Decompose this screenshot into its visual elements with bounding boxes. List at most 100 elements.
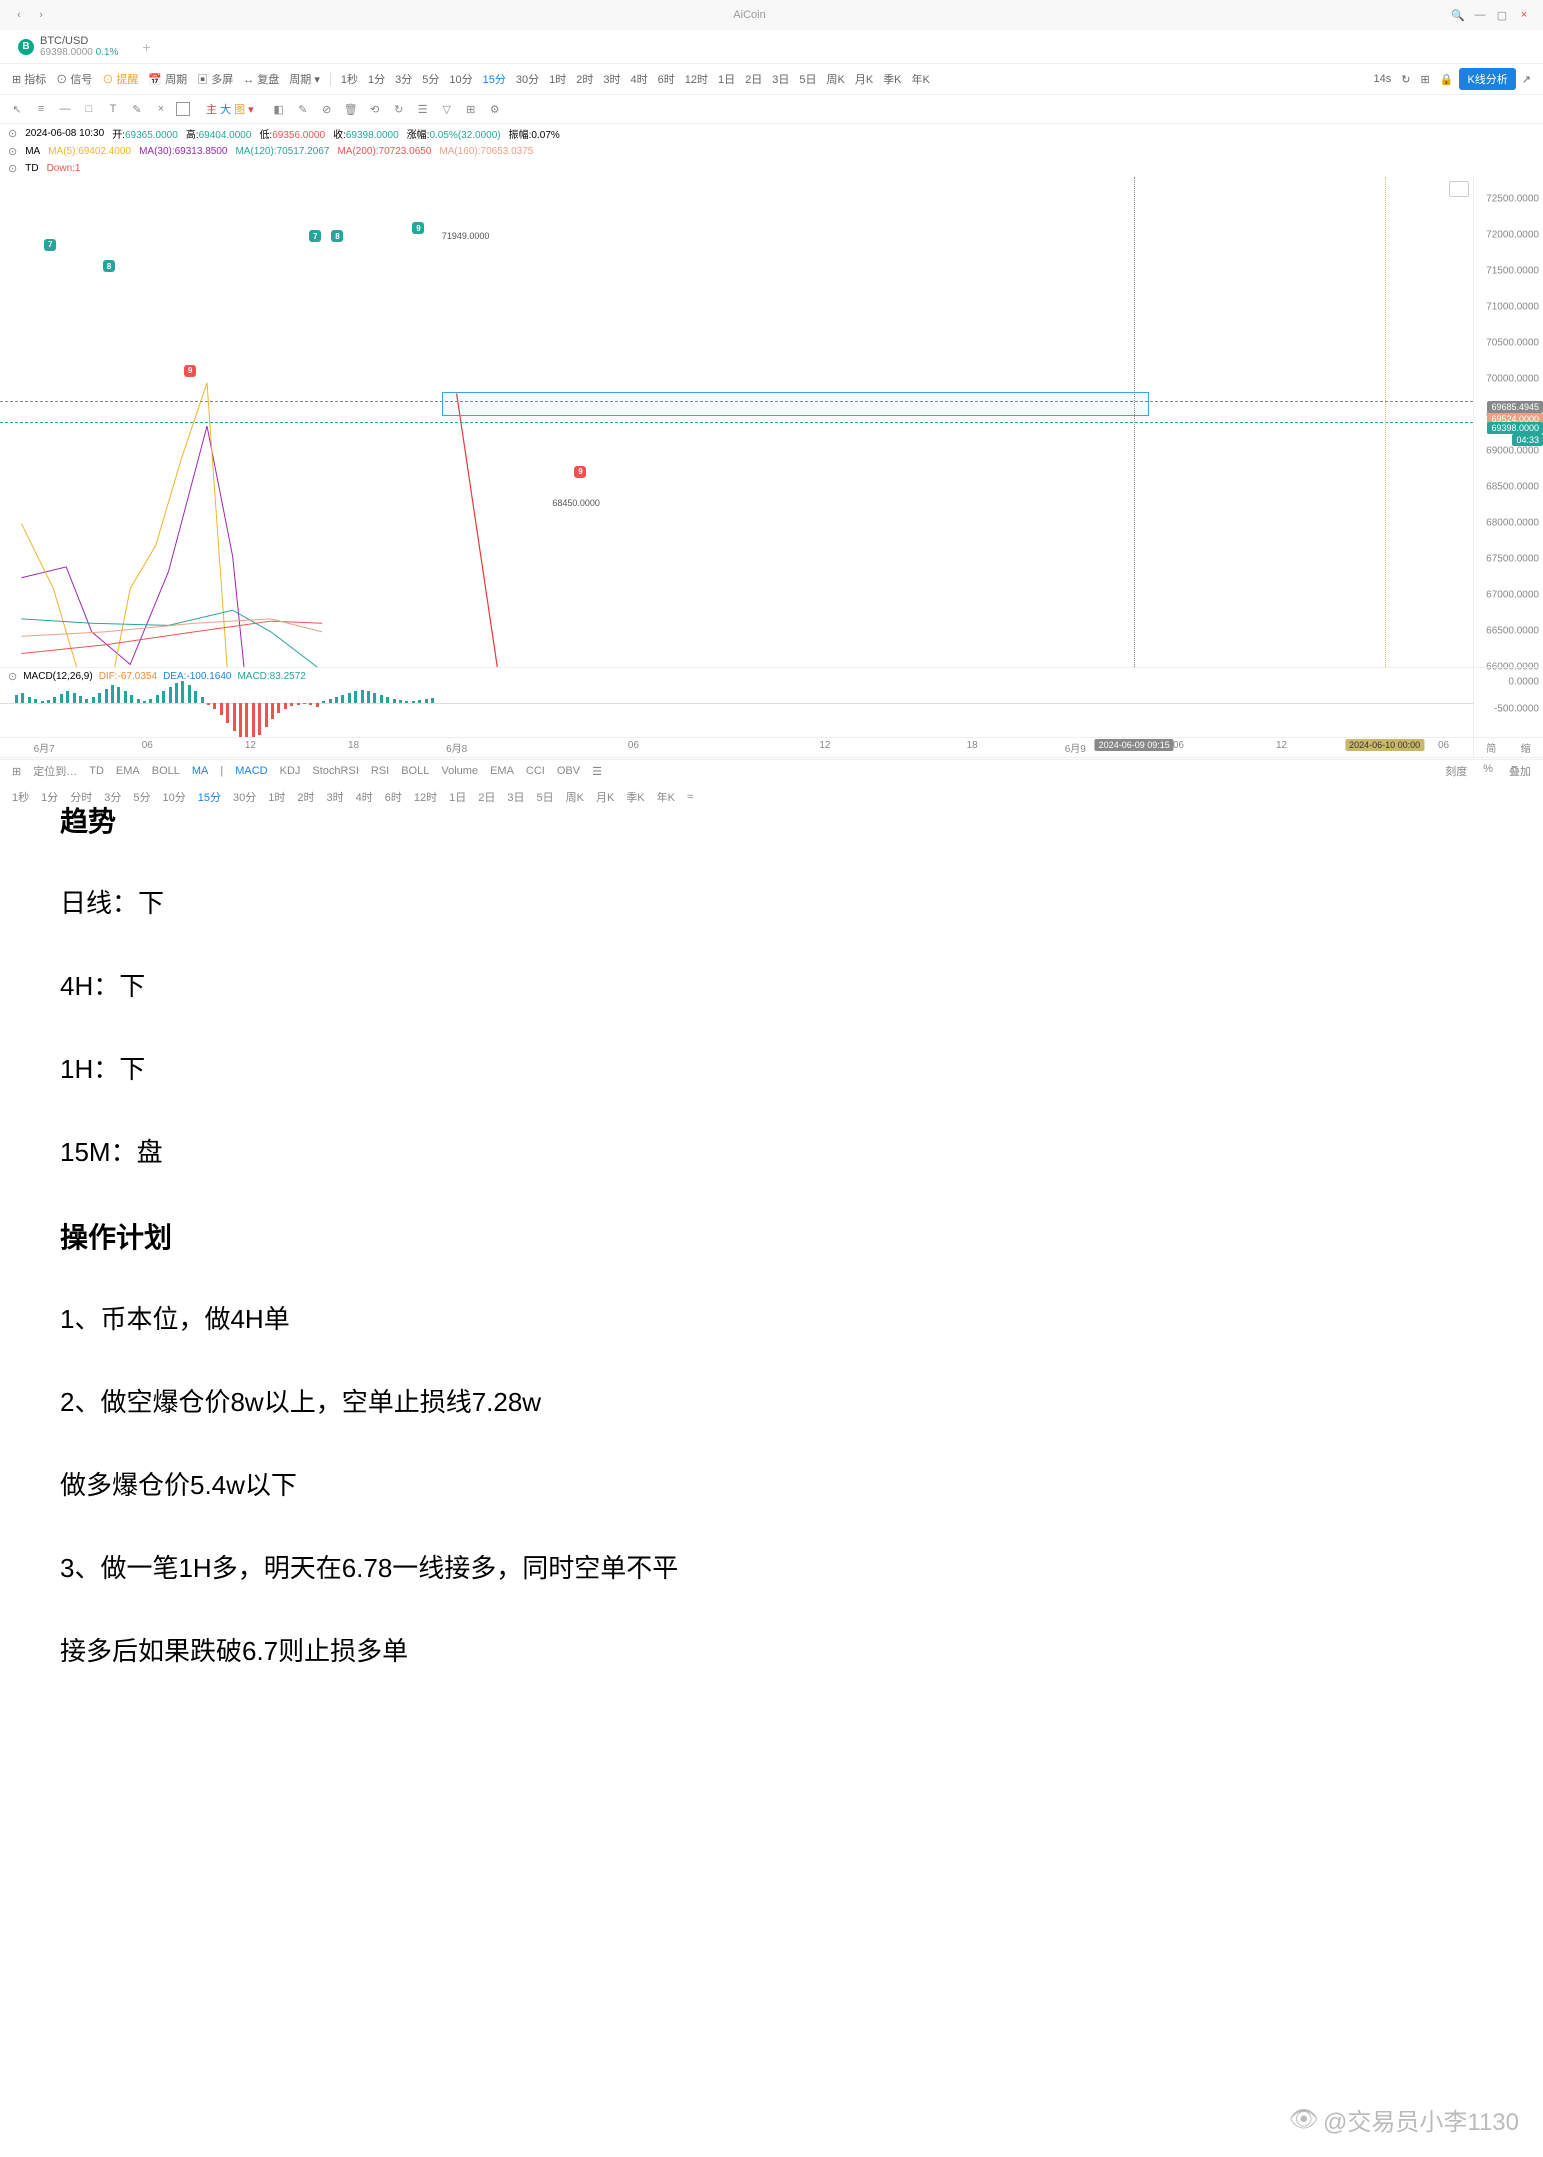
timeframe-5日[interactable]: 5日 <box>795 69 820 89</box>
chart-plot[interactable]: 789789971949.000068450.0000 <box>0 177 1473 667</box>
draw-icon[interactable]: ⊞ <box>462 100 480 118</box>
footer-tf-季K[interactable]: 季K <box>622 788 648 806</box>
draw-tool[interactable]: □ <box>80 100 98 118</box>
timeframe-30分[interactable]: 30分 <box>512 69 543 89</box>
footer-tf-月K[interactable]: 月K <box>592 788 618 806</box>
indicator-OBV[interactable]: OBV <box>553 764 584 778</box>
timeframe-季K[interactable]: 季K <box>879 69 905 89</box>
footer-right-item[interactable]: 刻度 <box>1441 762 1471 780</box>
toolbar-right-item[interactable]: 🔒 <box>1436 71 1458 88</box>
toolbar-right-item[interactable]: ↻ <box>1397 71 1414 88</box>
close-button[interactable]: × <box>1513 5 1535 25</box>
footer-tf-30分[interactable]: 30分 <box>229 788 260 806</box>
indicator-EMA[interactable]: EMA <box>486 764 518 778</box>
indicator-KDJ[interactable]: KDJ <box>276 764 305 778</box>
draw-tool[interactable]: × <box>152 100 170 118</box>
nav-back[interactable]: ‹ <box>8 5 30 25</box>
scale-btn-1[interactable]: 简 <box>1486 740 1496 755</box>
footer-tf-4时[interactable]: 4时 <box>352 788 377 806</box>
footer-right-item[interactable]: 叠加 <box>1505 762 1535 780</box>
eye-icon[interactable]: ⊙ <box>8 162 17 175</box>
toolbar-item[interactable]: ⊞ 指标 <box>8 69 50 89</box>
footer-tf-6时[interactable]: 6时 <box>381 788 406 806</box>
footer-tf-5分[interactable]: 5分 <box>129 788 154 806</box>
footer-tf-分时[interactable]: 分时 <box>66 788 96 806</box>
timeframe-1时[interactable]: 1时 <box>545 69 570 89</box>
indicator-Volume[interactable]: Volume <box>437 764 482 778</box>
indicator-BOLL[interactable]: BOLL <box>397 764 433 778</box>
footer-tf-1时[interactable]: 1时 <box>264 788 289 806</box>
toolbar-item[interactable]: ▣ 多屏 <box>193 69 237 89</box>
timeframe-12时[interactable]: 12时 <box>681 69 712 89</box>
footer-tf-2日[interactable]: 2日 <box>474 788 499 806</box>
footer-tf-2时[interactable]: 2时 <box>293 788 318 806</box>
timeframe-1秒[interactable]: 1秒 <box>337 69 362 89</box>
locate-icon[interactable]: ⊞ <box>8 764 25 779</box>
timeframe-15分[interactable]: 15分 <box>479 69 510 89</box>
locate-label[interactable]: 定位到… <box>29 762 81 780</box>
indicator-TD[interactable]: TD <box>85 764 108 778</box>
chart-area[interactable]: 789789971949.000068450.0000 72500.000072… <box>0 177 1543 667</box>
share-icon[interactable]: ↗ <box>1518 71 1535 88</box>
draw-icon[interactable]: ⟲ <box>366 100 384 118</box>
footer-tf-10分[interactable]: 10分 <box>159 788 190 806</box>
indicator-StochRSI[interactable]: StochRSI <box>308 764 362 778</box>
main-chart-button[interactable]: 主 大 图 ▾ <box>202 99 258 119</box>
timeframe-2日[interactable]: 2日 <box>741 69 766 89</box>
timeframe-5分[interactable]: 5分 <box>418 69 443 89</box>
footer-tf-3时[interactable]: 3时 <box>323 788 348 806</box>
indicator-RSI[interactable]: RSI <box>367 764 393 778</box>
toolbar-item[interactable]: ↔ 复盘 <box>239 69 283 89</box>
toolbar-right-item[interactable]: ⊞ <box>1417 71 1434 88</box>
draw-icon[interactable]: ✎ <box>294 100 312 118</box>
footer-tf-1秒[interactable]: 1秒 <box>8 788 33 806</box>
toolbar-item[interactable]: 📅 周期 <box>144 69 191 89</box>
indicator-|[interactable]: | <box>216 764 227 778</box>
draw-tool[interactable]: ↖ <box>8 100 26 118</box>
scale-btn-2[interactable]: 缩 <box>1521 740 1531 755</box>
draw-icon[interactable]: ↻ <box>390 100 408 118</box>
draw-tool[interactable]: T <box>104 100 122 118</box>
footer-tf-年K[interactable]: 年K <box>653 788 679 806</box>
timeframe-1日[interactable]: 1日 <box>714 69 739 89</box>
indicator-☰[interactable]: ☰ <box>588 764 606 779</box>
timeframe-3时[interactable]: 3时 <box>599 69 624 89</box>
indicator-CCI[interactable]: CCI <box>522 764 549 778</box>
draw-icon[interactable]: ☰ <box>414 100 432 118</box>
footer-tf-周K[interactable]: 周K <box>562 788 588 806</box>
draw-tool[interactable]: — <box>56 100 74 118</box>
draw-icon[interactable]: 🗑 <box>342 100 360 118</box>
indicator-EMA[interactable]: EMA <box>112 764 144 778</box>
footer-tf-15分[interactable]: 15分 <box>194 788 225 806</box>
toolbar-item[interactable]: ⊙ 信号 <box>52 69 96 89</box>
maximize-button[interactable]: ▢ <box>1491 5 1513 25</box>
footer-tf-≈[interactable]: ≈ <box>683 790 697 804</box>
draw-tool[interactable]: ✎ <box>128 100 146 118</box>
timeframe-周K[interactable]: 周K <box>823 69 849 89</box>
timeframe-2时[interactable]: 2时 <box>572 69 597 89</box>
footer-right-item[interactable]: % <box>1479 762 1497 780</box>
timeframe-月K[interactable]: 月K <box>851 69 877 89</box>
timeframe-6时[interactable]: 6时 <box>654 69 679 89</box>
timeframe-10分[interactable]: 10分 <box>445 69 476 89</box>
footer-tf-3分[interactable]: 3分 <box>100 788 125 806</box>
eye-icon[interactable]: ⊙ <box>8 145 17 158</box>
camera-icon[interactable] <box>1449 181 1469 197</box>
draw-icon[interactable]: ⚙ <box>486 100 504 118</box>
footer-tf-1分[interactable]: 1分 <box>37 788 62 806</box>
search-icon[interactable]: 🔍 <box>1447 5 1469 25</box>
indicator-BOLL[interactable]: BOLL <box>148 764 184 778</box>
toolbar-item[interactable]: 周期 ▾ <box>285 69 324 89</box>
color-swatch[interactable] <box>176 102 190 116</box>
footer-tf-12时[interactable]: 12时 <box>410 788 441 806</box>
indicator-MACD[interactable]: MACD <box>231 764 271 778</box>
eye-icon[interactable]: ⊙ <box>8 670 17 683</box>
draw-icon[interactable]: ◧ <box>270 100 288 118</box>
timeframe-4时[interactable]: 4时 <box>627 69 652 89</box>
eye-icon[interactable]: ⊙ <box>8 127 17 140</box>
timeframe-3日[interactable]: 3日 <box>768 69 793 89</box>
footer-tf-3日[interactable]: 3日 <box>503 788 528 806</box>
footer-tf-1日[interactable]: 1日 <box>445 788 470 806</box>
draw-tool[interactable]: ≡ <box>32 100 50 118</box>
indicator-MA[interactable]: MA <box>188 764 213 778</box>
